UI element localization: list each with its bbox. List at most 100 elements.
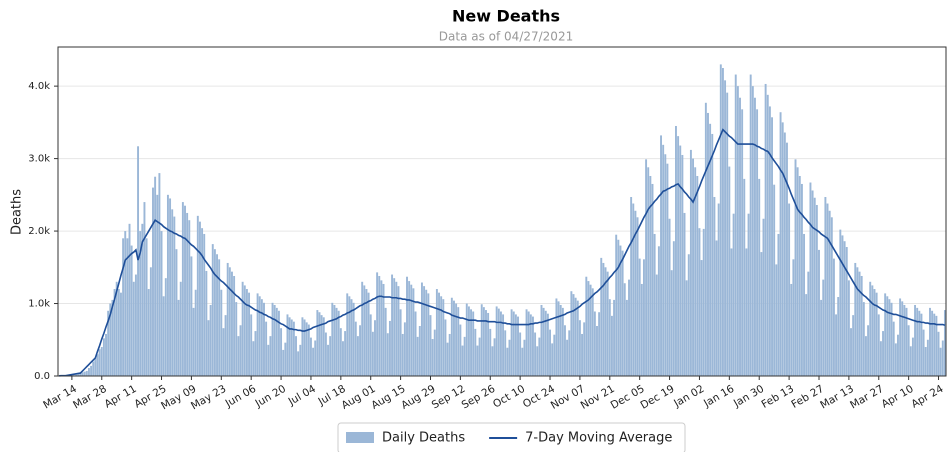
bar [139, 231, 142, 376]
bar [399, 309, 402, 376]
bar [388, 320, 391, 376]
bar [359, 325, 362, 376]
bar [559, 304, 562, 376]
bar [98, 349, 101, 376]
bar [201, 228, 204, 376]
bar [807, 271, 810, 376]
bar [478, 337, 481, 376]
bar [726, 92, 729, 377]
bar [634, 210, 637, 376]
bar [412, 288, 415, 376]
x-tick-label: Jan 30 [731, 383, 766, 410]
bar [386, 333, 389, 376]
bar [542, 307, 545, 376]
bar [628, 279, 630, 376]
bar [282, 349, 285, 376]
bar [790, 283, 793, 376]
bar [826, 203, 829, 376]
bar [668, 218, 671, 376]
plot-frame [57, 46, 947, 377]
bar [630, 197, 633, 376]
chart-title: New Deaths [452, 7, 560, 26]
bar [809, 182, 812, 376]
bar [322, 317, 325, 376]
bar [587, 281, 590, 376]
bar [502, 314, 505, 376]
bar [860, 275, 863, 376]
bar [307, 324, 310, 376]
bar [724, 80, 727, 376]
bar [134, 274, 137, 376]
bar [158, 173, 161, 376]
bar [132, 281, 135, 376]
bar [228, 267, 231, 376]
bar [771, 117, 773, 376]
bar [198, 221, 201, 376]
bar [342, 341, 344, 376]
bar [732, 213, 735, 376]
bar [534, 332, 537, 376]
bar [126, 238, 129, 376]
bar [356, 336, 359, 376]
bar [414, 311, 417, 376]
bar [764, 83, 767, 376]
bar [696, 175, 699, 376]
bar [77, 374, 80, 376]
bar [869, 281, 872, 376]
bar [130, 245, 133, 376]
bar [549, 329, 551, 376]
bar [879, 341, 882, 376]
bar [350, 299, 353, 376]
bar [508, 339, 511, 376]
bar [681, 154, 684, 376]
bar [824, 197, 827, 376]
bar [832, 258, 835, 376]
bar [907, 325, 910, 376]
bar [657, 246, 660, 376]
bar [596, 325, 598, 376]
bar [376, 272, 379, 376]
bar [177, 299, 180, 376]
bar [241, 281, 244, 376]
bar [102, 338, 105, 376]
bar [277, 310, 280, 376]
bar [154, 176, 157, 376]
bar [815, 204, 818, 376]
bar [137, 146, 140, 376]
bar [591, 288, 594, 376]
bar [557, 301, 560, 376]
bar [446, 342, 449, 376]
bar [615, 234, 618, 376]
bar [621, 250, 624, 376]
bar [111, 299, 114, 376]
bar [721, 68, 724, 377]
bar [664, 154, 667, 376]
bar [408, 281, 411, 376]
bar [290, 319, 293, 376]
bar [903, 304, 906, 376]
bar [670, 270, 673, 376]
bar [638, 258, 641, 376]
bar [555, 298, 558, 376]
bar [314, 340, 317, 376]
bar [636, 217, 639, 376]
bar [773, 184, 776, 376]
bar [207, 320, 210, 376]
x-tick-label: Sep 26 [460, 383, 498, 412]
bar [231, 271, 233, 376]
bar [461, 345, 464, 376]
bar [719, 64, 722, 377]
bar [818, 249, 820, 376]
bar [886, 296, 889, 376]
bar [401, 333, 404, 376]
bar [521, 347, 524, 376]
bar [709, 123, 712, 377]
bar [798, 175, 801, 376]
bar [926, 339, 929, 376]
bar [455, 303, 458, 376]
bar [920, 313, 923, 376]
bar [704, 102, 707, 376]
bar [730, 248, 733, 376]
bar [717, 203, 720, 376]
bar [339, 328, 342, 376]
